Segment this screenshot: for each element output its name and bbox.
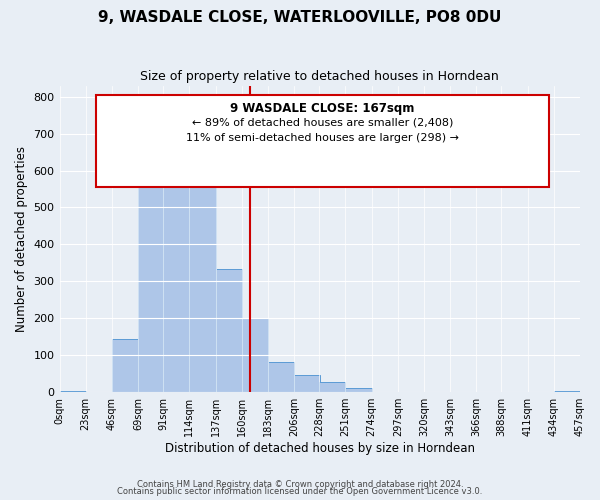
Text: 9, WASDALE CLOSE, WATERLOOVILLE, PO8 0DU: 9, WASDALE CLOSE, WATERLOOVILLE, PO8 0DU — [98, 10, 502, 25]
Title: Size of property relative to detached houses in Horndean: Size of property relative to detached ho… — [140, 70, 499, 83]
Text: 11% of semi-detached houses are larger (298) →: 11% of semi-detached houses are larger (… — [186, 133, 459, 143]
Bar — [138, 158, 164, 392]
FancyBboxPatch shape — [96, 95, 549, 187]
Bar — [554, 391, 580, 392]
Text: 9 WASDALE CLOSE: 167sqm: 9 WASDALE CLOSE: 167sqm — [230, 102, 415, 116]
Bar — [346, 388, 371, 392]
Y-axis label: Number of detached properties: Number of detached properties — [15, 146, 28, 332]
Text: Contains HM Land Registry data © Crown copyright and database right 2024.: Contains HM Land Registry data © Crown c… — [137, 480, 463, 489]
Bar — [294, 375, 320, 392]
Bar — [215, 269, 242, 392]
Bar — [242, 318, 268, 392]
Text: Contains public sector information licensed under the Open Government Licence v3: Contains public sector information licen… — [118, 487, 482, 496]
Bar — [59, 391, 86, 392]
Bar — [163, 160, 190, 392]
Bar — [319, 382, 346, 392]
Text: ← 89% of detached houses are smaller (2,408): ← 89% of detached houses are smaller (2,… — [191, 118, 453, 128]
Bar — [190, 167, 215, 392]
X-axis label: Distribution of detached houses by size in Horndean: Distribution of detached houses by size … — [165, 442, 475, 455]
Bar — [268, 362, 294, 392]
Bar — [112, 340, 138, 392]
